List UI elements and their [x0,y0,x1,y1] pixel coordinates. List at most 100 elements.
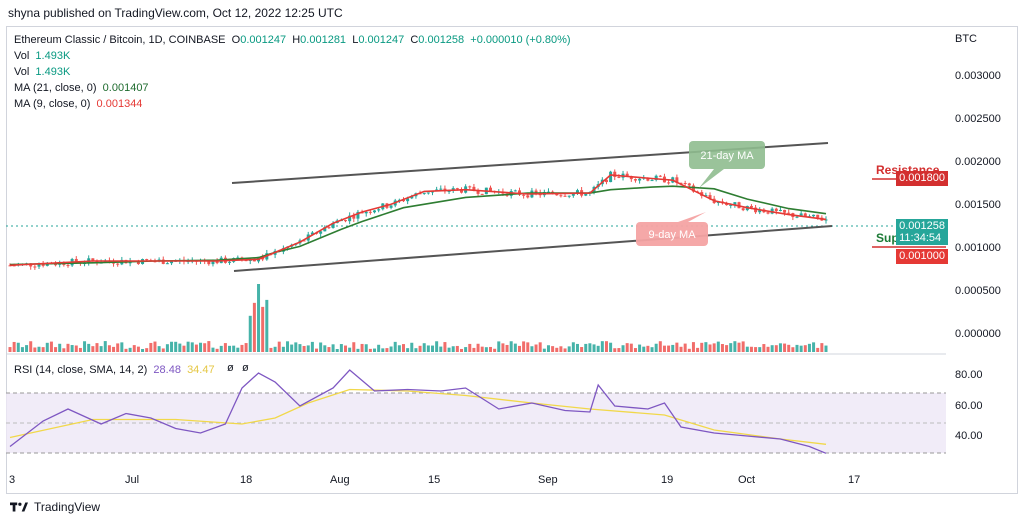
candle-body [468,186,472,188]
volume-bar [273,346,277,352]
vol-value: 1.493K [35,66,71,78]
volume-bar [638,344,642,352]
volume-bar [252,302,256,352]
volume-bar [493,348,497,352]
volume-bar [199,342,203,352]
change-value: +0.000010 (+0.80%) [470,34,571,46]
candle-body [248,259,252,262]
rsi-dot-marker: ø [227,362,234,374]
volume-bar [344,345,348,352]
price-tick: 0.002000 [955,156,1001,168]
volume-bar [517,345,521,352]
volume-bar [103,341,107,352]
close-label: C [410,34,419,46]
volume-bar [161,348,165,352]
volume-bar [567,346,571,352]
volume-bar [29,341,33,352]
volume-bar [708,344,712,352]
rsi-label: RSI (14, close, SMA, 14, 2) [14,364,148,376]
open-label: O [231,34,241,46]
ma9-label: MA (9, close, 0) [14,98,91,110]
volume-bar [331,344,335,352]
candle-body [319,231,323,234]
volume-bar [373,348,377,352]
volume-bar [170,341,174,352]
candle-body [136,261,140,265]
volume-bar [542,348,546,352]
candle-body [816,214,820,218]
candle-body [41,264,45,266]
low-value: 0.001247 [358,34,405,46]
volume-bar [248,315,252,352]
currency-label: BTC [955,33,977,45]
volume-bar [807,343,811,352]
volume-bar [149,342,153,352]
volume-bar [596,345,600,352]
volume-bar [128,347,132,352]
price-tick: 0.001000 [955,242,1001,254]
volume-bar [62,348,66,352]
candle-body [633,179,637,181]
volume-bar [745,346,749,352]
candle-body [733,202,737,205]
close-value: 0.001258 [418,34,465,46]
vol-label: Vol [14,66,30,78]
candle-body [207,261,211,265]
volume-bar [758,347,762,352]
chart-legend: Ethereum Classic / Bitcoin, 1D, COINBASE… [14,32,571,112]
volume-bar [107,345,111,352]
volume-bar [571,342,575,352]
volume-bar [186,341,190,352]
volume-bar [58,343,62,352]
volume-bar [497,341,501,352]
volume-bar [244,343,248,352]
volume-bar [820,343,824,352]
volume-bar [78,347,82,352]
tradingview-logo-icon [10,502,28,512]
candle-body [476,190,480,194]
candle-body [368,211,372,213]
time-tick: Aug [330,474,350,486]
volume-bar [236,347,240,352]
volume-bar [418,345,422,352]
volume-bar [575,343,579,352]
volume-bar [323,345,327,352]
candle-body [646,177,650,181]
volume-bar [700,342,704,352]
candle-body [310,232,314,235]
volume-bar [754,347,758,352]
volume-bar [414,348,418,352]
open-value: 0.001247 [240,34,287,46]
volume-bar [551,346,555,352]
rsi-tick: 60.00 [955,400,983,412]
volume-bar [310,341,314,352]
candle-body [244,260,248,262]
volume-bar [132,345,136,352]
volume-bar [778,343,782,352]
volume-bar [83,341,87,352]
volume-bar [410,342,414,352]
time-tick: 17 [848,474,861,486]
volume-bar [45,342,49,352]
volume-bar [281,346,285,352]
footer-brand[interactable]: TradingView [10,500,100,514]
volume-bar [501,343,505,352]
price-chart[interactable]: 21-day MA 9-day MA Resistance Support ø … [6,26,946,494]
volume-bar [480,346,484,352]
candle-body [749,205,753,208]
volume-bar [455,345,459,352]
price-tick: 0.000000 [955,328,1001,340]
volume-bar [716,341,720,352]
volume-bar [430,345,434,352]
volume-bar [12,341,16,352]
volume-bar [642,346,646,352]
candle-body [348,215,352,222]
candle-body [687,183,691,186]
candle-body [754,207,758,213]
volume-bar [588,343,592,352]
volume-bar [335,348,339,352]
candle-body [526,195,530,198]
candle-body [679,182,683,184]
price-tick: 0.001500 [955,199,1001,211]
candle-body [422,192,426,194]
